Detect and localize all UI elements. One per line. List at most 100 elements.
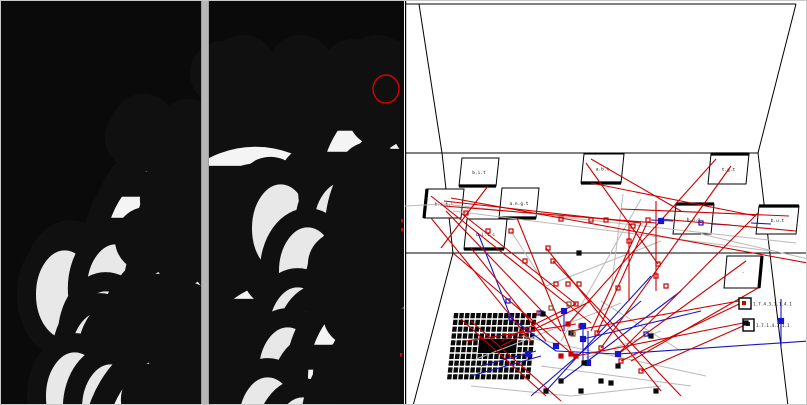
connection-line-blue [477, 232, 512, 319]
node-marker [573, 301, 579, 307]
tagged-node-label: 1.7.1.4.3.1.1 [756, 323, 790, 329]
connection-line-red [545, 247, 662, 392]
node-marker [653, 388, 659, 394]
connection-line-blue [470, 355, 542, 377]
tagged-node-dot [742, 301, 746, 305]
node-marker [463, 210, 469, 216]
node-marker [578, 388, 584, 394]
connection-line-red [460, 212, 577, 305]
connection-line-red [470, 320, 562, 402]
sensor-box-thick-edge [757, 255, 764, 289]
sensor-box-label: - [742, 271, 745, 276]
node-marker [581, 360, 587, 366]
arena-2d-view[interactable] [1, 1, 404, 404]
node-marker [508, 228, 514, 234]
node-marker [608, 380, 614, 386]
node-marker [550, 258, 556, 264]
connection-line-gray [470, 385, 572, 397]
node-marker [598, 378, 604, 384]
room-edge-line [757, 3, 797, 154]
connection-line-gray [600, 300, 682, 352]
connection-line-blue [617, 340, 806, 355]
connection-line-blue [560, 290, 682, 382]
sensor-box: b.i.t [458, 157, 500, 188]
node-marker [573, 353, 579, 359]
node-marker [565, 281, 571, 287]
connection-line-red [660, 218, 797, 232]
connection-line-red [630, 287, 759, 362]
node-marker [743, 320, 749, 326]
sensor-box: b.u.t [755, 204, 800, 235]
tagged-node: 1.7.4.3.1.1.4.1 [738, 297, 792, 310]
highlight-mark [401, 219, 404, 223]
weight-grid [447, 313, 537, 380]
sensor-box-thick-edge [422, 188, 429, 219]
node-marker [615, 285, 621, 291]
node-marker [522, 258, 528, 264]
connection-line-red [567, 158, 717, 325]
node-marker [638, 368, 644, 374]
node-marker [540, 311, 546, 317]
node-marker [543, 388, 549, 394]
tagged-node-label: 1.7.4.3.1.1.4.1 [753, 302, 792, 308]
room-edge-line [418, 3, 443, 154]
node-marker [485, 228, 491, 234]
node-marker [579, 322, 587, 330]
connection-line-red [460, 318, 547, 397]
connection-line-gray [520, 335, 707, 377]
node-marker [645, 217, 651, 223]
connection-line-blue [582, 310, 702, 340]
connection-line-blue [750, 222, 772, 225]
room-edge-line [757, 152, 789, 404]
node-marker [603, 217, 609, 223]
arena-divider [201, 1, 209, 404]
sensor-box: b.i.t.l [422, 188, 465, 219]
node-marker [663, 283, 669, 289]
connection-line-red [516, 217, 572, 352]
connection-line-red [570, 300, 740, 332]
node-marker [558, 353, 564, 359]
node-marker [594, 330, 600, 336]
connection-line-red [552, 260, 682, 397]
connection-line-red [617, 260, 747, 355]
sensor-box-label: b.n.g [687, 217, 701, 223]
connection-line-red [440, 185, 489, 249]
connection-line-gray [452, 210, 772, 252]
connection-line-gray [570, 385, 662, 397]
node-marker [558, 216, 564, 222]
network-3d-view[interactable]: b.i.t a.b.t t.g.t b.i.t.l a.n.g.t b.n.g b.u.t b… [405, 1, 806, 404]
connection-line-blue [555, 350, 619, 355]
sensor-box: - [723, 255, 764, 289]
node-marker [560, 307, 568, 315]
connection-line-gray [700, 233, 806, 260]
connection-line-gray [405, 203, 445, 207]
connection-line-red [640, 325, 744, 372]
sensor-box-label: b.u.t [771, 218, 785, 224]
connection-line-red [596, 222, 648, 334]
node-marker [553, 281, 559, 287]
node-marker [508, 315, 514, 321]
node-marker [614, 350, 622, 358]
connection-line-red [430, 195, 592, 324]
node-marker [568, 351, 574, 357]
connection-line-red [590, 182, 757, 217]
sensor-box-label: a.n.g.t [510, 201, 529, 207]
node-marker [655, 261, 661, 267]
sensor-box-label: b.i.t.c [476, 232, 495, 238]
node-marker [552, 342, 560, 350]
arena-canvas [1, 1, 404, 404]
connection-line-red [465, 323, 577, 342]
node-marker [565, 321, 571, 327]
connection-line-gray [510, 230, 547, 287]
connection-line-red [590, 158, 682, 212]
connection-line-red [575, 322, 744, 357]
node-marker [505, 298, 511, 304]
node-marker [643, 331, 649, 337]
node-marker [698, 220, 704, 226]
connection-line-red [500, 300, 592, 347]
connection-line-red [620, 208, 790, 217]
connection-line-red [585, 162, 659, 265]
node-marker [598, 345, 604, 351]
node-marker [630, 223, 636, 229]
